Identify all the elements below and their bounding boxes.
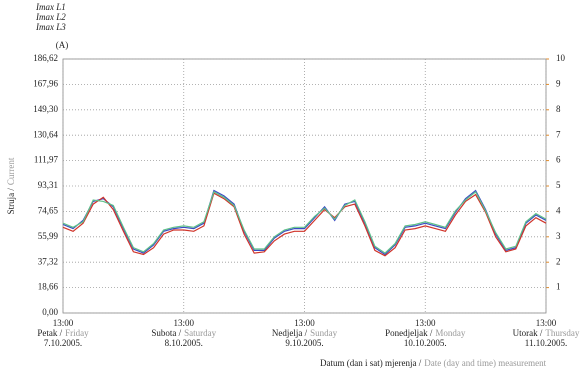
x-tick-day: Petak / Friday bbox=[37, 328, 89, 338]
x-title-local: Datum (dan i sat) mjerenja / bbox=[320, 358, 422, 368]
y2-tick-label: 10 bbox=[556, 53, 566, 63]
y-tick-label: 74,65 bbox=[38, 205, 59, 215]
x-tick-day: Ponedjeljak / Monday bbox=[385, 328, 466, 338]
y2-tick-label: 6 bbox=[556, 155, 561, 165]
legend-label: Imax L2 bbox=[35, 12, 66, 22]
series-line bbox=[62, 190, 547, 254]
x-tick-label: 13:00 bbox=[53, 318, 74, 328]
day-local: Subota / bbox=[151, 328, 181, 338]
y-tick-label: 18,66 bbox=[38, 282, 59, 292]
x-title-en: Date (day and time) measurement bbox=[424, 358, 546, 368]
unit-label: (A) bbox=[56, 40, 69, 50]
day-en: Thursday bbox=[545, 328, 579, 338]
y2-tick-label: 8 bbox=[556, 104, 561, 114]
day-en: Saturday bbox=[184, 328, 216, 338]
day-en: Monday bbox=[435, 328, 465, 338]
x-axis-title: Datum (dan i sat) mjerenja / Date (day an… bbox=[320, 358, 547, 368]
x-tick-date: 7.10.2005. bbox=[44, 338, 82, 348]
x-tick-date: 8.10.2005. bbox=[165, 338, 203, 348]
y2-tick-label: 9 bbox=[556, 78, 561, 88]
y-tick-label: 186,62 bbox=[33, 53, 58, 63]
x-tick-label: 13:00 bbox=[536, 318, 557, 328]
y-tick-label: 149,30 bbox=[33, 104, 58, 114]
x-tick-date: 10.10.2005. bbox=[404, 338, 447, 348]
day-local: Petak / bbox=[37, 328, 62, 338]
y-tick-label: 0,00 bbox=[42, 307, 58, 317]
day-local: Utorak / bbox=[513, 328, 543, 338]
y-tick-label: 55,99 bbox=[38, 231, 59, 241]
day-en: Friday bbox=[65, 328, 89, 338]
x-tick-day: Nedjelja / Sunday bbox=[272, 328, 338, 338]
y2-tick-label: 5 bbox=[556, 180, 561, 190]
y2-tick-label: 4 bbox=[556, 205, 561, 215]
y2-tick-label: 3 bbox=[556, 231, 561, 241]
y-title-en: Current bbox=[6, 157, 16, 185]
x-tick-label: 13:00 bbox=[415, 318, 436, 328]
day-local: Ponedjeljak / bbox=[385, 328, 433, 338]
y-tick-label: 167,96 bbox=[33, 78, 58, 88]
y-tick-label: 37,32 bbox=[38, 256, 58, 266]
y-axis-title: Struja / Current bbox=[6, 157, 16, 214]
series-line bbox=[62, 192, 547, 257]
y-title-local: Struja / bbox=[6, 188, 16, 215]
x-tick-date: 9.10.2005. bbox=[285, 338, 323, 348]
x-tick-day: Utorak / Thursday bbox=[513, 328, 580, 338]
legend-label: Imax L3 bbox=[35, 22, 66, 32]
x-tick-label: 13:00 bbox=[173, 318, 194, 328]
y-tick-label: 111,97 bbox=[34, 155, 59, 165]
y2-tick-label: 7 bbox=[556, 129, 561, 139]
y2-tick-label: 2 bbox=[556, 256, 561, 266]
y-tick-label: 130,64 bbox=[33, 129, 58, 139]
x-tick-date: 11.10.2005. bbox=[525, 338, 567, 348]
x-tick-label: 13:00 bbox=[294, 318, 315, 328]
legend-label: Imax L1 bbox=[35, 2, 66, 12]
series-line bbox=[62, 189, 547, 256]
y-tick-label: 93,31 bbox=[38, 180, 58, 190]
y2-tick-label: 1 bbox=[556, 282, 561, 292]
day-local: Nedjelja / bbox=[272, 328, 308, 338]
x-tick-day: Subota / Saturday bbox=[151, 328, 216, 338]
day-en: Sunday bbox=[310, 328, 338, 338]
